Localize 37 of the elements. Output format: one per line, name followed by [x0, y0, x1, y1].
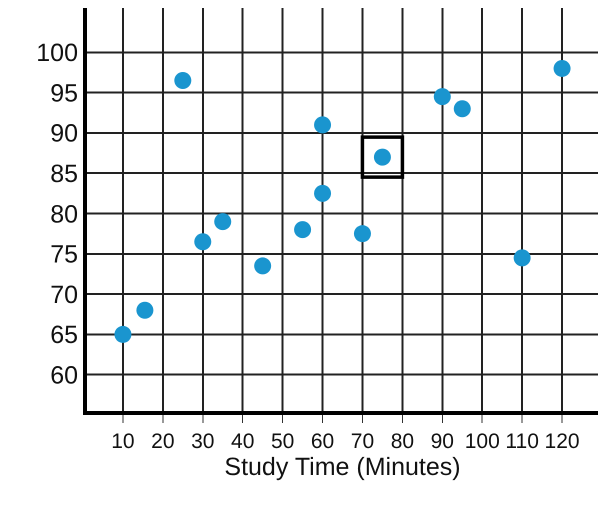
x-tick-label: 80 [390, 430, 414, 454]
point [354, 225, 371, 242]
y-tick-label: 80 [50, 200, 78, 228]
x-tick-label: 30 [191, 430, 214, 454]
point [174, 72, 192, 90]
y-tick-label: 90 [50, 120, 78, 148]
x-tick-label: 40 [231, 430, 254, 454]
point [454, 100, 471, 118]
x-tick-label: 100 [464, 430, 500, 454]
x-tick-label: 60 [310, 430, 334, 454]
point [314, 184, 332, 202]
x-tick-label: 50 [270, 430, 294, 454]
y-tick-label: 75 [50, 240, 78, 269]
point [434, 88, 451, 106]
y-tick-label: 60 [50, 361, 78, 390]
point [214, 213, 232, 230]
point [136, 302, 154, 319]
y-tick-label: 65 [50, 321, 78, 350]
x-tick-label: 10 [111, 430, 135, 454]
point [194, 233, 212, 250]
point [360, 135, 404, 179]
x-tick-label: 70 [350, 430, 374, 454]
point [514, 249, 531, 266]
point [314, 116, 332, 134]
point [554, 60, 571, 77]
y-tick-label: 100 [36, 39, 78, 68]
x-tick-label: 120 [544, 430, 580, 454]
x-axis-title: Study Time (Minutes) [224, 453, 461, 482]
point [114, 326, 132, 343]
y-tick-label: 85 [50, 160, 78, 188]
point [294, 221, 312, 238]
point [254, 257, 272, 274]
y-tick-label: 95 [50, 79, 78, 108]
x-tick-label: 90 [430, 430, 454, 454]
y-tick-label: 70 [50, 280, 78, 309]
x-tick-label: 110 [505, 430, 539, 454]
x-tick-label: 20 [151, 430, 175, 454]
